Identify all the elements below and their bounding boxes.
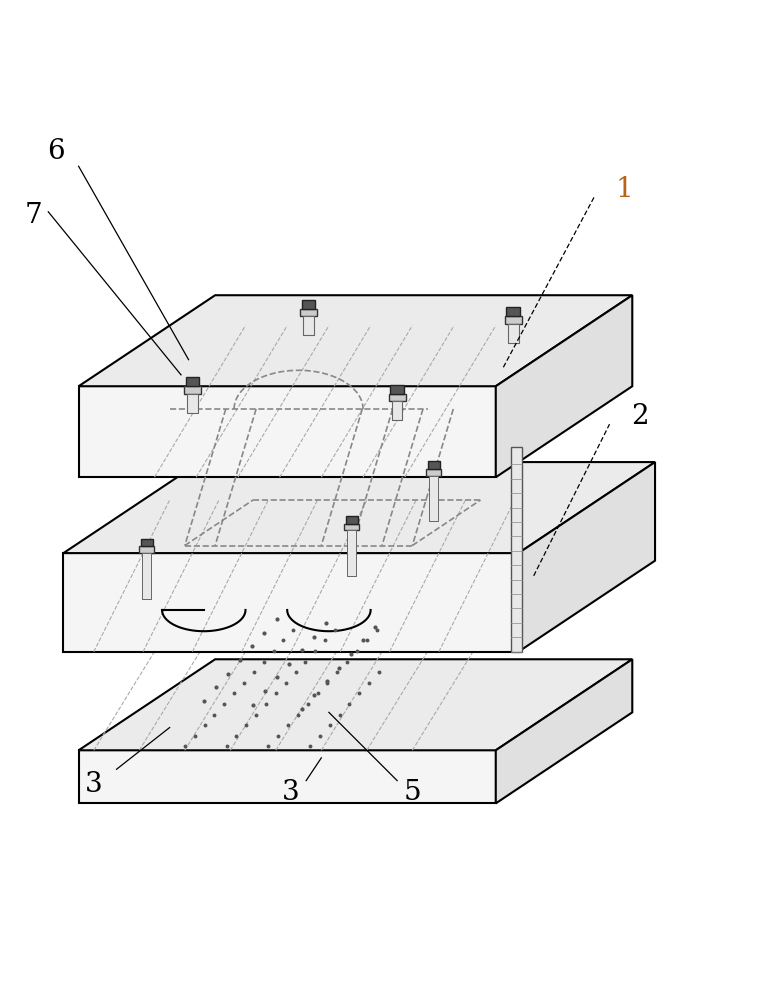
Text: 3: 3: [85, 771, 102, 798]
Polygon shape: [187, 394, 198, 413]
Polygon shape: [142, 553, 151, 599]
Polygon shape: [347, 530, 356, 576]
Polygon shape: [519, 462, 655, 652]
Polygon shape: [345, 516, 358, 524]
Polygon shape: [141, 539, 153, 546]
Polygon shape: [508, 324, 519, 343]
Polygon shape: [79, 659, 633, 750]
Polygon shape: [511, 447, 523, 652]
Polygon shape: [79, 750, 496, 803]
Polygon shape: [63, 553, 519, 652]
Polygon shape: [300, 309, 317, 316]
Polygon shape: [507, 307, 520, 316]
Polygon shape: [496, 295, 633, 477]
Polygon shape: [505, 316, 522, 324]
Text: 1: 1: [616, 176, 633, 203]
Polygon shape: [392, 401, 403, 420]
Polygon shape: [344, 524, 359, 530]
Polygon shape: [303, 316, 314, 335]
Polygon shape: [79, 386, 496, 477]
Polygon shape: [390, 385, 404, 394]
Polygon shape: [184, 386, 201, 394]
Text: 6: 6: [47, 138, 65, 165]
Polygon shape: [496, 659, 633, 803]
Text: 7: 7: [24, 202, 42, 229]
Polygon shape: [63, 462, 655, 553]
Polygon shape: [79, 295, 633, 386]
Text: 2: 2: [631, 403, 649, 430]
Text: 5: 5: [403, 779, 421, 806]
Polygon shape: [426, 469, 441, 476]
Polygon shape: [429, 476, 438, 521]
Polygon shape: [389, 394, 406, 401]
Polygon shape: [186, 377, 199, 386]
Polygon shape: [302, 300, 316, 309]
Polygon shape: [139, 546, 154, 553]
Text: 3: 3: [282, 779, 299, 806]
Polygon shape: [428, 461, 439, 469]
